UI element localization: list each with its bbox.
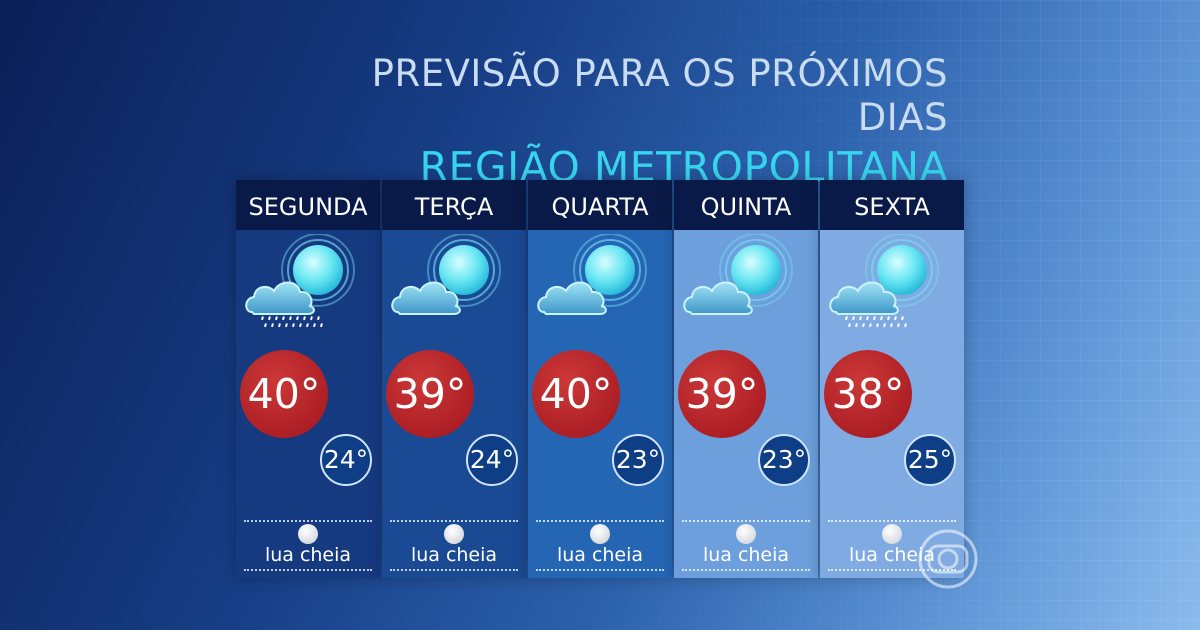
min-temperature: 23° bbox=[612, 434, 664, 486]
min-temperature: 25° bbox=[904, 434, 956, 486]
weather-icon-area bbox=[236, 233, 380, 334]
divider bbox=[244, 520, 372, 522]
day-card: TERÇA 39° 24° lua cheia bbox=[382, 180, 526, 578]
max-temperature: 39° bbox=[386, 350, 474, 438]
divider bbox=[536, 569, 664, 571]
day-card: SEXTA 38° 25° lua cheia bbox=[820, 180, 964, 578]
full-moon-icon bbox=[444, 524, 464, 544]
divider bbox=[244, 569, 372, 571]
sun-behind-cloud-icon bbox=[537, 233, 647, 315]
rain-icon bbox=[845, 316, 907, 328]
weather-icon-area bbox=[674, 233, 818, 334]
max-temperature: 38° bbox=[824, 350, 912, 438]
divider bbox=[682, 520, 810, 522]
day-name: QUINTA bbox=[674, 180, 818, 230]
day-name: SEXTA bbox=[820, 180, 964, 230]
moon-phase-label: lua cheia bbox=[556, 544, 644, 566]
moon-phase-label: lua cheia bbox=[410, 544, 498, 566]
sun-behind-cloud-icon bbox=[683, 233, 793, 315]
divider bbox=[828, 569, 956, 571]
sun-behind-cloud-icon bbox=[829, 233, 939, 328]
full-moon-icon bbox=[590, 524, 610, 544]
divider bbox=[390, 520, 518, 522]
moon-phase-label: lua cheia bbox=[848, 544, 936, 566]
day-name: QUARTA bbox=[528, 180, 672, 230]
min-temperature: 23° bbox=[758, 434, 810, 486]
divider bbox=[682, 569, 810, 571]
divider bbox=[390, 569, 518, 571]
sun-behind-cloud-icon bbox=[245, 233, 355, 328]
divider bbox=[536, 520, 664, 522]
day-card: QUINTA 39° 23° lua cheia bbox=[674, 180, 818, 578]
rain-icon bbox=[261, 316, 323, 328]
full-moon-icon bbox=[882, 524, 902, 544]
sun-behind-cloud-icon bbox=[391, 233, 501, 315]
weather-icon-area bbox=[382, 233, 526, 334]
divider bbox=[828, 520, 956, 522]
min-temperature: 24° bbox=[320, 434, 372, 486]
max-temperature: 40° bbox=[240, 350, 328, 438]
day-card: SEGUNDA 40° 24° lua cheia bbox=[236, 180, 380, 578]
max-temperature: 39° bbox=[678, 350, 766, 438]
forecast-title: PREVISÃO PARA OS PRÓXIMOS DIAS bbox=[371, 52, 948, 139]
min-temperature: 24° bbox=[466, 434, 518, 486]
day-card: QUARTA 40° 23° lua cheia bbox=[528, 180, 672, 578]
max-temperature: 40° bbox=[532, 350, 620, 438]
day-name: TERÇA bbox=[382, 180, 526, 230]
globo-logo-icon bbox=[918, 529, 978, 589]
weather-icon-area bbox=[528, 233, 672, 334]
moon-phase-label: lua cheia bbox=[702, 544, 790, 566]
moon-phase-label: lua cheia bbox=[264, 544, 352, 566]
full-moon-icon bbox=[298, 524, 318, 544]
full-moon-icon bbox=[736, 524, 756, 544]
weather-icon-area bbox=[820, 233, 964, 334]
title-block: PREVISÃO PARA OS PRÓXIMOS DIAS REGIÃO ME… bbox=[300, 52, 948, 192]
day-name: SEGUNDA bbox=[236, 180, 380, 230]
